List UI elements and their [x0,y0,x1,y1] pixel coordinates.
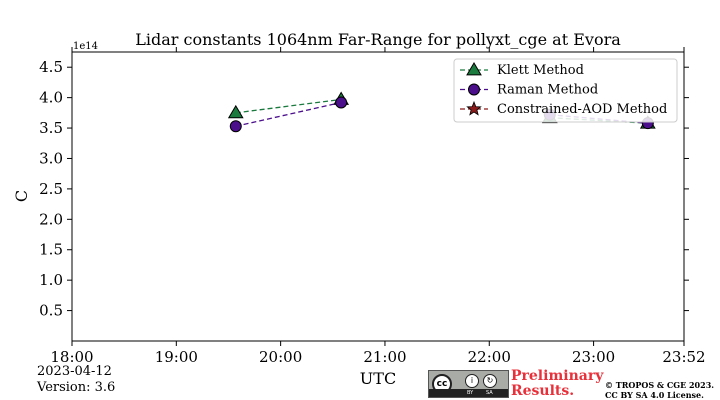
cc-badge-strip [429,389,508,397]
copyright-line-1: © TROPOS & CGE 2023. [605,380,715,390]
legend-raman-method-label: Raman Method [497,83,598,98]
raman-method-point [229,120,242,133]
preliminary-line-2: Results. [511,383,575,399]
x-tick-label: 22:00 [468,348,511,366]
raman-method-line [235,101,342,127]
y-tick-label: 1.5 [39,241,63,259]
preliminary-line-1: Preliminary [511,368,604,384]
x-axis-ticks: 18:00 19:00 20:00 21:00 22:00 23:00 23:52 [50,47,706,366]
y-tick-label: 4.5 [39,58,63,76]
footer-date: 2023-04-12 [37,364,112,379]
klett-method-line [235,98,342,114]
y-tick-label: 2.0 [39,210,63,228]
legend-constrained-aod-method-label: Constrained-AOD Method [497,102,667,117]
y-axis-ticks: 0.5 1.0 1.5 2.0 2.5 3.0 3.5 4.0 4.5 [39,58,689,320]
y-tick-label: 4.0 [39,89,63,107]
y-tick-label: 0.5 [39,302,63,320]
y-tick-label: 3.5 [39,119,63,137]
legend-raman-method-marker [468,83,480,96]
copyright-note: © TROPOS & CGE 2023. CC BY SA 4.0 Licens… [605,380,714,400]
x-axis-label: UTC [360,369,396,388]
klett-method-point [227,104,244,119]
cc-by-label: BY [467,390,474,396]
legend: Klett Method Raman Method Constrained-AOD … [453,58,678,123]
y-offset-label: 1e14 [73,41,98,52]
y-tick-label: 1.0 [39,271,63,289]
x-tick-label: 21:00 [363,348,406,366]
legend-constrained-aod-method-marker [466,100,482,116]
x-tick-label: 19:00 [155,348,198,366]
legend-klett-method-label: Klett Method [497,63,584,78]
x-tick-label: 23:52 [662,348,705,366]
cc-sa-label: SA [486,390,493,396]
by-icon: i [465,374,479,388]
footer-version: Version: 3.6 [37,380,116,395]
plot-frame [71,51,685,342]
legend-box [453,58,678,123]
x-tick-label: 20:00 [259,348,302,366]
raman-method-point [335,96,348,109]
legend-klett-method-marker [466,62,482,76]
cc-license-badge: cc i ↻ BY SA [428,370,509,398]
sa-icon: ↻ [483,374,497,388]
y-tick-label: 2.5 [39,180,63,198]
x-tick-label: 18:00 [50,348,93,366]
chart-title: Lidar constants 1064nm Far-Range for pol… [135,30,621,49]
copyright-line-2: CC BY SA 4.0 License. [605,390,704,400]
preliminary-results-note: Preliminary Results. [511,369,603,399]
y-tick-label: 3.0 [39,149,63,167]
x-tick-label: 23:00 [572,348,615,366]
y-axis-label: C [12,190,31,202]
